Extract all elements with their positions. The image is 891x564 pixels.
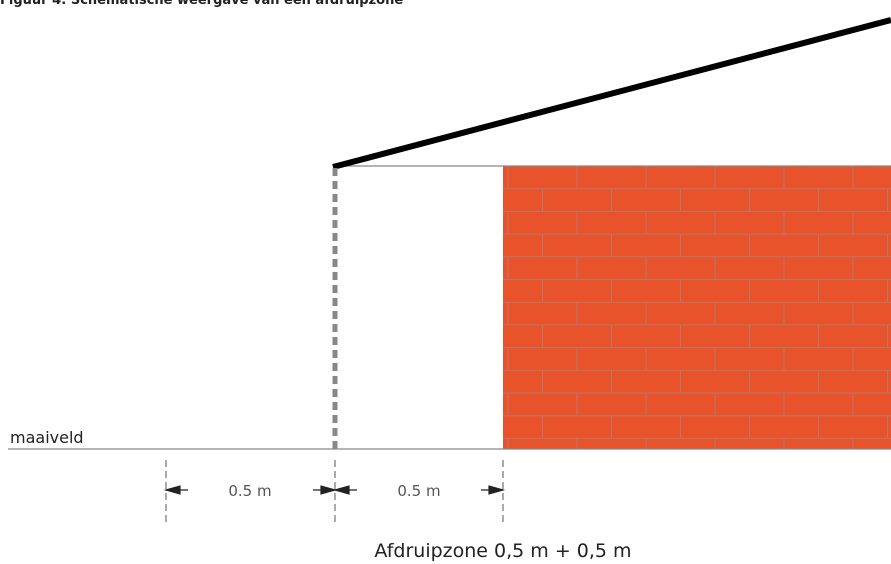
dimension-label: 0.5 m <box>397 482 440 500</box>
dimension-ticks <box>165 460 504 526</box>
figure-title: Figuur 4: Schematische weergave van een … <box>0 0 403 8</box>
caption: Afdruipzone 0,5 m + 0,5 m <box>374 540 631 562</box>
dimension-arrows <box>163 485 506 495</box>
wall-body <box>503 166 891 449</box>
brick-wall <box>503 166 891 449</box>
roof <box>332 17 891 170</box>
ground-label: maaiveld <box>10 428 84 447</box>
dimension-label: 0.5 m <box>228 482 271 500</box>
